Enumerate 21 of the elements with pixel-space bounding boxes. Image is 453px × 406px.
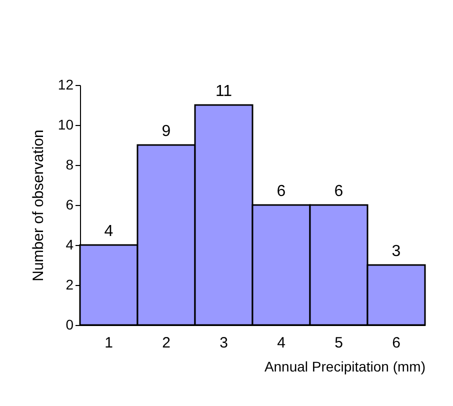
y-tick-label: 8	[66, 156, 74, 172]
x-tick-label: 4	[277, 334, 286, 352]
y-tick-label: 6	[66, 196, 74, 212]
data-label: 6	[334, 183, 344, 200]
x-tick-label: 1	[104, 334, 113, 352]
data-label: 9	[162, 123, 171, 140]
y-tick-label: 10	[58, 116, 74, 132]
y-tick-label: 12	[58, 76, 74, 92]
data-label: 6	[276, 183, 286, 200]
data-label: 11	[215, 83, 232, 100]
y-tick-label: 0	[66, 316, 74, 332]
y-tick-label: 4	[66, 236, 74, 252]
y-axis-title: Number of observation	[30, 130, 47, 282]
x-axis-title: Annual Precipitation (mm)	[264, 358, 426, 374]
data-label: 3	[392, 243, 401, 260]
data-label: 4	[104, 223, 114, 240]
x-tick-label: 5	[334, 334, 343, 352]
y-tick-label: 2	[66, 276, 74, 292]
x-tick-label: 2	[162, 334, 170, 352]
x-tick-label: 6	[392, 334, 400, 352]
x-tick-label: 3	[220, 334, 228, 352]
